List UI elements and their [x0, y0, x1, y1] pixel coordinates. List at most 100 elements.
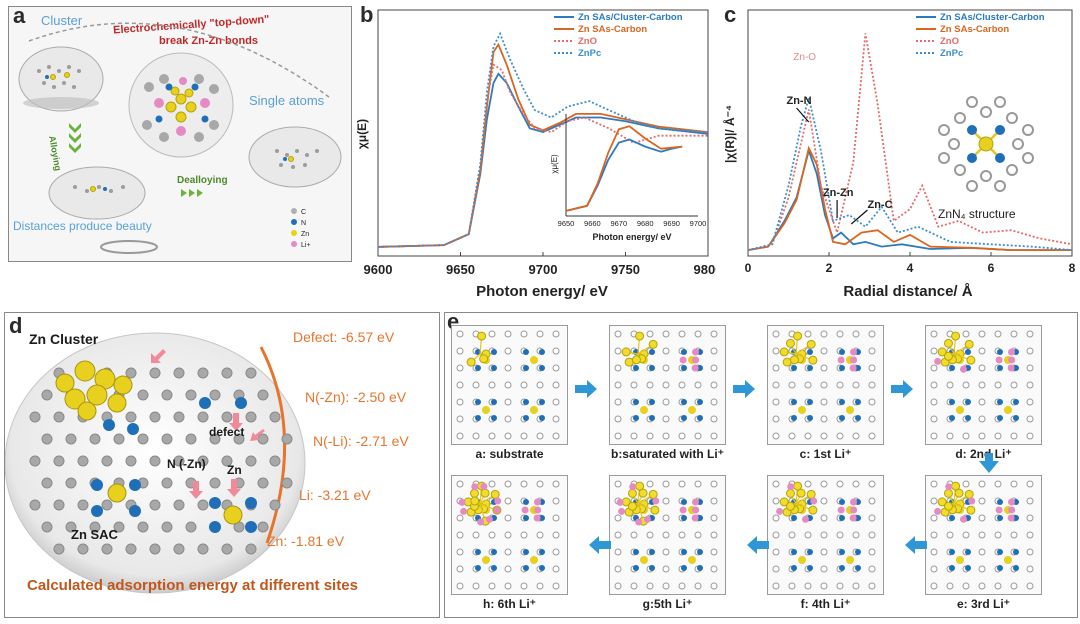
carbon-atom	[1026, 398, 1034, 406]
break-label-2: break Zn-Zn bonds	[159, 35, 258, 47]
flow-arrow	[589, 536, 611, 554]
nitrogen-atom	[791, 399, 797, 405]
xanes-xtick-label: 9800	[694, 262, 716, 277]
carbon-atom	[53, 411, 65, 423]
carbon-atom	[113, 433, 125, 445]
carbon-atom	[710, 531, 718, 539]
carbon-atom	[694, 381, 702, 389]
exafs-legend-label: Zn SAs-Carbon	[940, 24, 1009, 35]
structure-svg	[614, 330, 718, 440]
li-atom	[534, 506, 542, 514]
nitrogen-atom	[1013, 365, 1019, 371]
xanes-series-2	[377, 63, 708, 248]
distances-label: Distances produce beauty	[13, 219, 152, 233]
li-atom	[995, 506, 1003, 514]
zinc-atom	[846, 556, 854, 564]
nitrogen-atom	[523, 415, 529, 421]
cluster-zn-atom	[796, 488, 806, 498]
carbon-atom	[29, 499, 41, 511]
carbon-atom	[488, 330, 496, 338]
panel-d-caption: Calculated adsorption energy at differen…	[27, 577, 358, 594]
carbon-atom	[614, 415, 622, 423]
nitrogen-atom	[967, 153, 977, 163]
nitrogen-atom	[681, 515, 687, 521]
inset-xtick-label: 9650	[558, 219, 575, 228]
carbon-atom	[820, 415, 828, 423]
li-atom	[995, 356, 1003, 364]
carbon-atom	[868, 347, 876, 355]
carbon-atom	[504, 531, 512, 539]
carbon-atom	[662, 548, 670, 556]
carbon-atom	[1010, 531, 1018, 539]
carbon-atom	[710, 480, 718, 488]
carbon-atom	[1026, 330, 1034, 338]
carbon-atom	[520, 432, 528, 440]
inset-xtick-label: 9690	[663, 219, 680, 228]
li-atom	[1007, 364, 1015, 372]
arrow-shape	[575, 380, 597, 398]
carbon-atom	[772, 432, 780, 440]
arrow-zn-n	[796, 107, 810, 123]
nitrogen-atom	[839, 499, 845, 505]
nitrogen-atom	[633, 565, 639, 571]
carbon-atom	[1026, 582, 1034, 590]
carbon-atom	[678, 381, 686, 389]
carbon-atom	[257, 521, 269, 533]
li-atom	[692, 356, 700, 364]
structure-svg	[930, 330, 1034, 440]
nitrogen-atom	[1013, 549, 1019, 555]
cluster-zn-atom	[638, 488, 648, 498]
carbon-atom	[868, 432, 876, 440]
carbon-atom	[694, 432, 702, 440]
carbon-atom	[772, 497, 780, 505]
inset-xtick-label: 9680	[637, 219, 654, 228]
structure-svg	[456, 330, 560, 440]
nitrogen-atom	[1013, 565, 1019, 571]
carbon-atom	[89, 433, 101, 445]
carbon-atom	[245, 543, 257, 555]
panel-b-letter: b	[360, 2, 374, 27]
carbon-atom	[1026, 497, 1034, 505]
inset-xlabel: Photon energy/ eV	[592, 232, 671, 242]
nitrogen-atom	[949, 365, 955, 371]
exafs-xtick-label: 0	[745, 261, 752, 275]
carbon-atom	[281, 433, 293, 445]
carbon-atom	[257, 389, 269, 401]
li-atom	[849, 364, 857, 372]
exafs-ylabel: |χ(R)|/ Å⁻⁴	[722, 105, 737, 163]
annotation-zn-n: Zn-N	[786, 95, 811, 107]
nitrogen-atom	[839, 349, 845, 355]
carbon-atom	[536, 582, 544, 590]
carbon-atom	[772, 364, 780, 372]
cluster-zn-atom	[943, 488, 953, 498]
carbon-atom	[614, 364, 622, 372]
carbon-atom	[125, 455, 137, 467]
nitrogen-atom	[965, 565, 971, 571]
li-atom	[618, 507, 626, 515]
nitrogen-atom	[997, 565, 1003, 571]
cluster-zn-atom	[490, 489, 500, 499]
exafs-legend-label: ZnO	[940, 36, 959, 47]
nitrogen-atom	[697, 515, 703, 521]
zinc-atom	[798, 406, 806, 414]
carbon-atom	[245, 411, 257, 423]
legend-zn: Zn	[291, 229, 311, 240]
nitrogen-atom	[523, 515, 529, 521]
carbon-atom	[710, 364, 718, 372]
cluster-zn-atom	[943, 351, 953, 361]
exafs-chart: 0 2 4 6 8 |χ(R)|/ Å⁻⁴ Radial distance/ Å Zn SAs…	[722, 9, 1076, 300]
panel-d-letter: d	[9, 313, 23, 338]
nitrogen-atom	[475, 549, 481, 555]
carbon-atom	[772, 415, 780, 423]
carbon-atom	[772, 582, 780, 590]
carbon-atom	[868, 582, 876, 590]
carbon-atom	[65, 477, 77, 489]
nitrogen-atom	[539, 399, 545, 405]
carbon-atom	[678, 480, 686, 488]
carbon-atom	[678, 582, 686, 590]
carbon-atom	[978, 565, 986, 573]
nitrogen-atom	[997, 549, 1003, 555]
cluster-zn-atom	[648, 489, 658, 499]
nitrogen-atom	[491, 565, 497, 571]
li-atom	[776, 507, 784, 515]
